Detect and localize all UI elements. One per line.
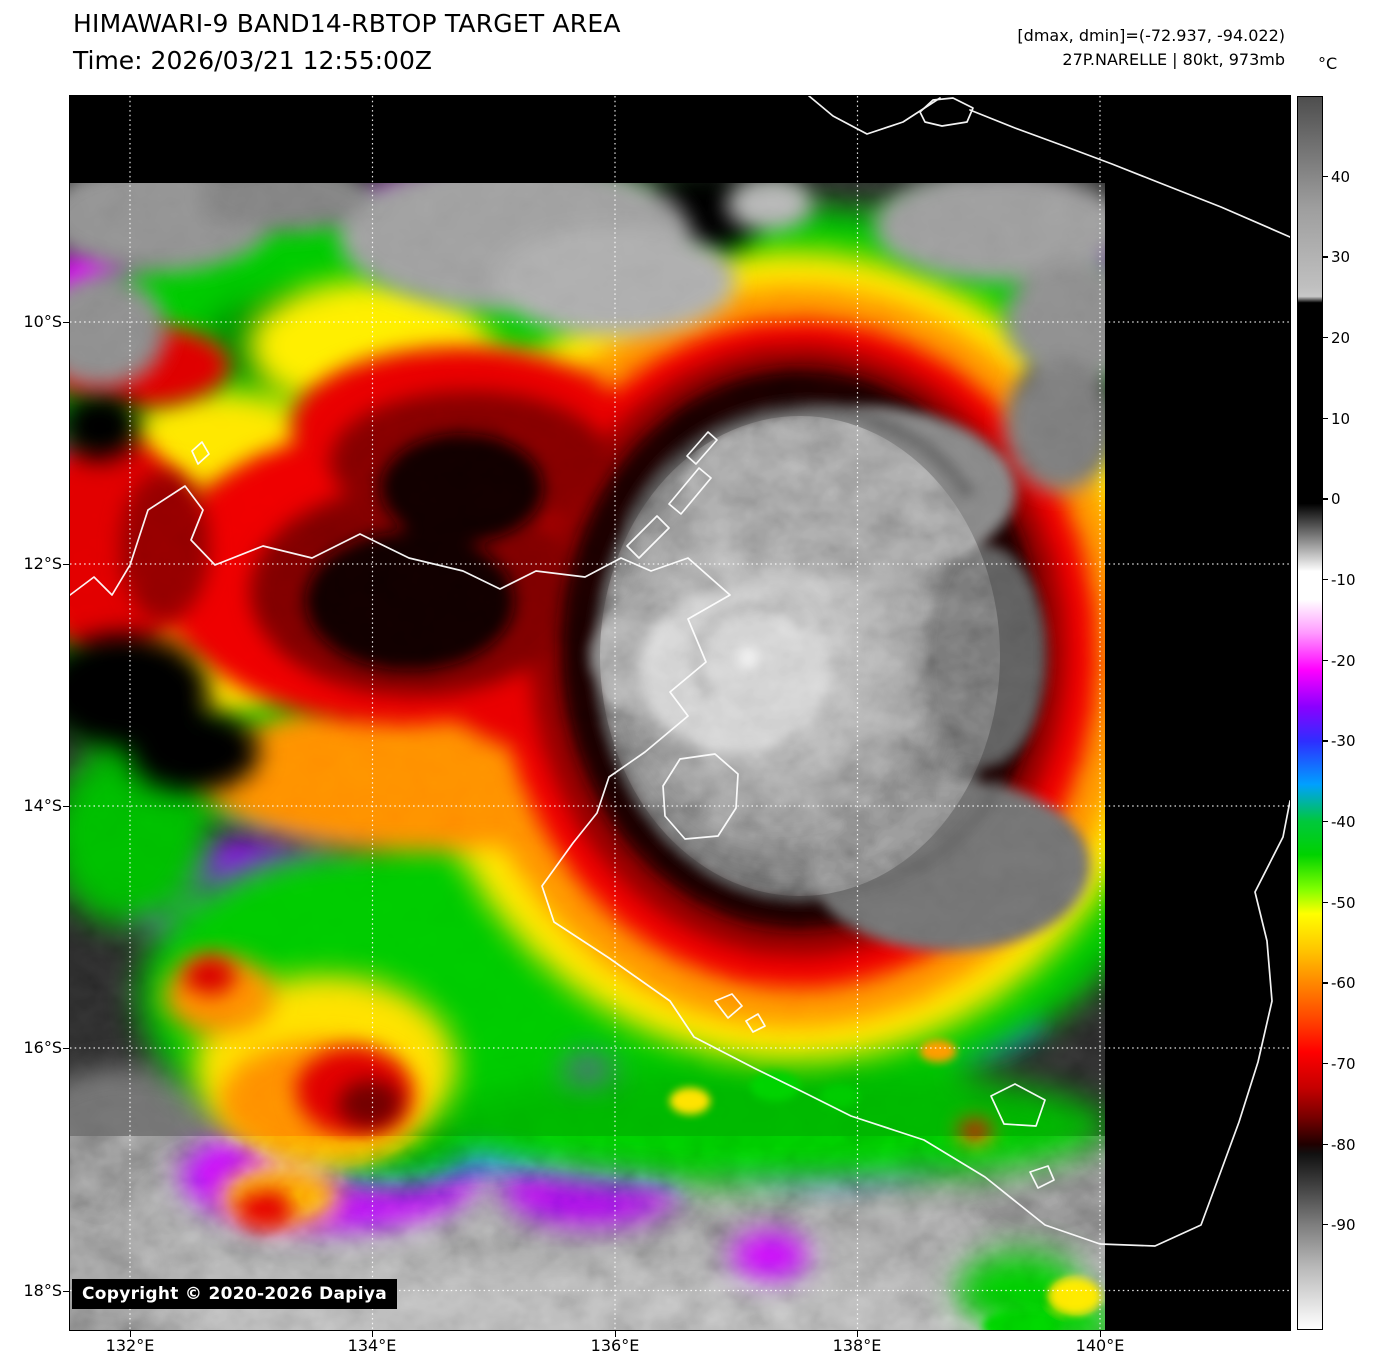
lat-axis-label: 18°S — [23, 1281, 62, 1300]
colorbar-tick: -90 — [1322, 1216, 1377, 1234]
lon-tick-mark — [372, 1330, 373, 1337]
colorbar-tick: -50 — [1322, 894, 1377, 912]
lat-axis-label: 12°S — [23, 554, 62, 573]
storm-info-label: 27P.NARELLE | 80kt, 973mb — [1062, 50, 1285, 69]
lon-axis-label: 138°E — [832, 1336, 882, 1355]
lat-tick-mark — [63, 806, 70, 807]
lat-tick-mark — [63, 564, 70, 565]
lon-tick-mark — [130, 1330, 131, 1337]
colorbar-tick: 30 — [1322, 248, 1377, 266]
lon-tick-mark — [615, 1330, 616, 1337]
enhanced-ir-data — [70, 183, 1105, 1330]
lon-tick-mark — [1100, 1330, 1101, 1337]
lon-axis-label: 136°E — [590, 1336, 640, 1355]
colorbar-tick: -20 — [1322, 652, 1377, 670]
lat-tick-mark — [63, 1291, 70, 1292]
lon-axis-label: 134°E — [347, 1336, 397, 1355]
colorbar-tick: -70 — [1322, 1055, 1377, 1073]
lat-axis-label: 10°S — [23, 312, 62, 331]
colorbar-tick: -40 — [1322, 813, 1377, 831]
colorbar-tick: 0 — [1322, 490, 1377, 508]
header-right: [dmax, dmin]=(-72.937, -94.022) 27P.NARE… — [1017, 24, 1285, 72]
lat-tick-mark — [63, 322, 70, 323]
satellite-map: Copyright © 2020-2026 Dapiya — [69, 95, 1291, 1331]
lat-axis-label: 14°S — [23, 796, 62, 815]
lon-tick-mark — [857, 1330, 858, 1337]
colorbar-tick: 40 — [1322, 168, 1377, 186]
colorbar-tick: 20 — [1322, 329, 1377, 347]
colorbar-unit-label: °C — [1318, 54, 1338, 73]
colorbar-tick: -30 — [1322, 732, 1377, 750]
lat-axis-label: 16°S — [23, 1038, 62, 1057]
lon-axis-label: 132°E — [105, 1336, 155, 1355]
colorbar-tick: 10 — [1322, 410, 1377, 428]
copyright-badge: Copyright © 2020-2026 Dapiya — [72, 1279, 397, 1309]
colorbar-tick: -80 — [1322, 1136, 1377, 1154]
coastlines — [70, 96, 1290, 1247]
colorbar — [1297, 96, 1323, 1330]
satellite-image — [70, 96, 1290, 1330]
page-title: HIMAWARI-9 BAND14-RBTOP TARGET AREA — [73, 9, 621, 38]
lon-axis-label: 140°E — [1075, 1336, 1125, 1355]
timestamp-label: Time: 2026/03/21 12:55:00Z — [73, 46, 432, 75]
lat-tick-mark — [63, 1048, 70, 1049]
dmax-dmin-label: [dmax, dmin]=(-72.937, -94.022) — [1017, 26, 1285, 45]
colorbar-tick: -60 — [1322, 974, 1377, 992]
colorbar-tick: -10 — [1322, 571, 1377, 589]
